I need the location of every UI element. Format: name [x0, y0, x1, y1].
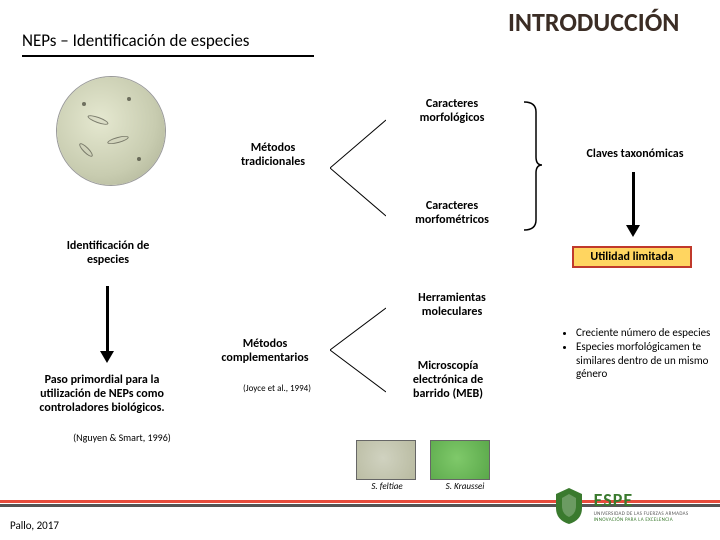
label-s-feltiae: S. feltiae [357, 482, 417, 492]
bullet-item: Creciente número de especies [576, 326, 712, 340]
thumb-s-kraussei [430, 440, 490, 480]
bullet-item: Especies morfológicamen te similares den… [576, 340, 712, 381]
label-microscopia-meb: Microscopíaelectrónica debarrido (MEB) [388, 360, 508, 401]
label-metodos-tradicionales: Métodostradicionales [218, 142, 328, 170]
label-metodos-complementarios: Métodoscomplementarios [200, 338, 330, 366]
page-subtitle: NEPs – Identificación de especies [22, 30, 249, 51]
citation-nguyen: (Nguyen & Smart, 1996) [42, 432, 202, 444]
footer-credit: Pallo, 2017 [10, 520, 59, 533]
label-paso-primordial: Paso primordial para lautilización de NE… [18, 374, 186, 415]
page-title: INTRODUCCIÓN [508, 6, 679, 38]
label-caracteres-morfologicos: Caracteresmorfológicos [392, 98, 512, 126]
thumb-s-feltiae [356, 440, 416, 480]
badge-utilidad-limitada: Utilidad limitada [572, 246, 692, 268]
bracket-icon [522, 100, 544, 234]
label-s-kraussei: S. Kraussei [432, 482, 498, 492]
espe-logo: ESPE UNIVERSIDAD DE LAS FUERZAS ARMADAS … [552, 486, 688, 526]
title-underline [22, 55, 314, 57]
arrow-down-icon [100, 286, 114, 363]
logo-sub: INNOVACIÓN PARA LA EXCELENCIA [594, 517, 689, 523]
shield-icon [552, 486, 586, 526]
diverge-connector-icon [330, 306, 386, 394]
label-caracteres-morfometricos: Caracteresmorfométricos [392, 200, 512, 228]
label-herramientas-moleculares: Herramientasmoleculares [392, 292, 512, 320]
label-claves-taxonomicas: Claves taxonómicas [560, 148, 710, 162]
arrow-down-icon [626, 172, 640, 237]
logo-name: ESPE [594, 489, 689, 511]
microscopy-circle-image [56, 76, 166, 186]
diverge-connector-icon [330, 118, 386, 218]
citation-joyce: (Joyce et al., 1994) [222, 384, 332, 394]
bullet-list-right: Creciente número de especiesEspecies mor… [562, 326, 712, 381]
label-identificacion-especies: Identificación deespecies [38, 240, 178, 268]
